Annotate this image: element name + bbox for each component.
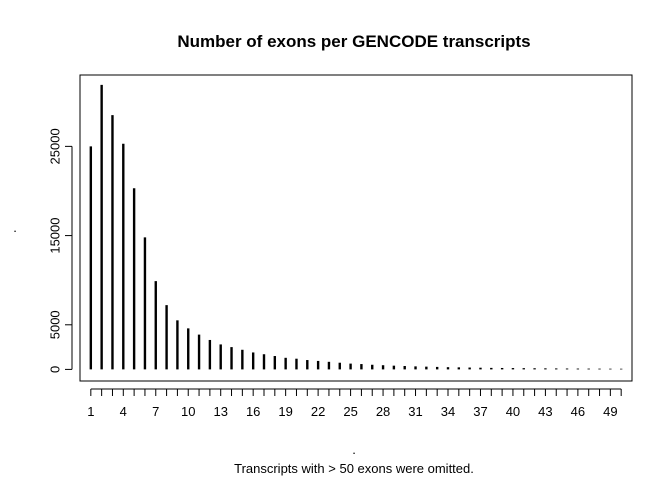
x-tick-label-19: 19 — [278, 404, 292, 419]
omission-note: Transcripts with > 50 exons were omitted… — [234, 461, 474, 476]
y-axis: 0 5000 15000 25000 — [48, 128, 73, 373]
x-tick-label-1: 1 — [87, 404, 94, 419]
x-tick-label-34: 34 — [441, 404, 455, 419]
bars-group — [89, 84, 623, 370]
x-tick-label-13: 13 — [213, 404, 227, 419]
y-tick-label-0: 0 — [48, 366, 63, 373]
x-tick-label-16: 16 — [246, 404, 260, 419]
x-tick-label-40: 40 — [506, 404, 520, 419]
y-tick-label-15000: 15000 — [48, 218, 63, 254]
x-tick-label-28: 28 — [376, 404, 390, 419]
x-axis: 1 4 7 10 13 16 19 22 25 28 31 34 37 40 43 46 49 — [87, 388, 622, 419]
x-axis-label: . — [352, 442, 356, 457]
x-tick-label-31: 31 — [408, 404, 422, 419]
x-tick-label-43: 43 — [538, 404, 552, 419]
plot-frame — [79, 74, 633, 382]
x-tick-label-10: 10 — [181, 404, 195, 419]
x-tick-label-7: 7 — [152, 404, 159, 419]
x-tick-label-22: 22 — [311, 404, 325, 419]
x-tick-label-46: 46 — [571, 404, 585, 419]
x-tick-label-49: 49 — [603, 404, 617, 419]
x-tick-label-37: 37 — [473, 404, 487, 419]
y-tick-label-5000: 5000 — [48, 310, 63, 339]
x-tick-label-4: 4 — [120, 404, 127, 419]
y-tick-label-25000: 25000 — [48, 128, 63, 164]
chart-title: Number of exons per GENCODE transcripts — [177, 32, 530, 51]
y-axis-label: . — [13, 220, 17, 235]
x-tick-label-25: 25 — [343, 404, 357, 419]
